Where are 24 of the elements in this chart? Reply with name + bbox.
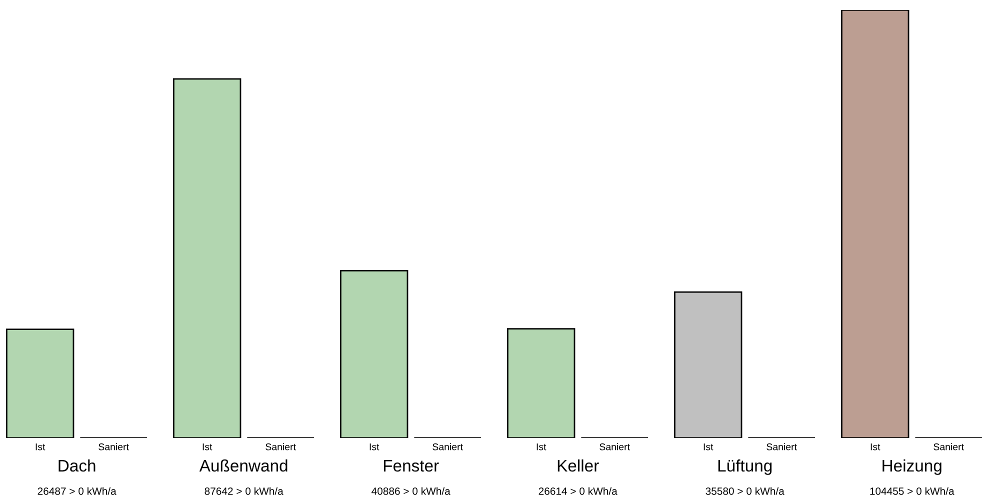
x-tick-label: Lüftung [718,459,772,475]
text: 87642 > 0 kWh/a [204,487,284,495]
text: Saniert [600,443,630,450]
text: 26614 > 0 kWh/a [538,487,618,495]
text: 40886 > 0 kWh/a [372,487,450,495]
text: Ist [704,443,714,450]
series-label: Ist [36,443,46,450]
text: Saniert [266,443,296,450]
x-tick-label: Keller [558,459,599,472]
text: Saniert [432,443,463,450]
series-label: Saniert [98,443,129,450]
x-tick-label: Fenster [384,460,439,472]
text: Ist [202,443,212,450]
text: Saniert [934,443,964,450]
x-tick-label: Außenwand [199,459,288,472]
text: 35580 > 0 kWh/a [706,487,784,495]
text: Ist [370,443,380,450]
text: 104455 > 0 kWh/a [870,487,954,495]
x-tick-label: Heizung [882,459,942,475]
text: 26487 > 0 kWh/a [38,487,116,495]
text: Ist [536,443,546,450]
text: Saniert [766,443,797,450]
x-tick-label: Dach [58,459,96,472]
text: Ist [870,443,880,450]
